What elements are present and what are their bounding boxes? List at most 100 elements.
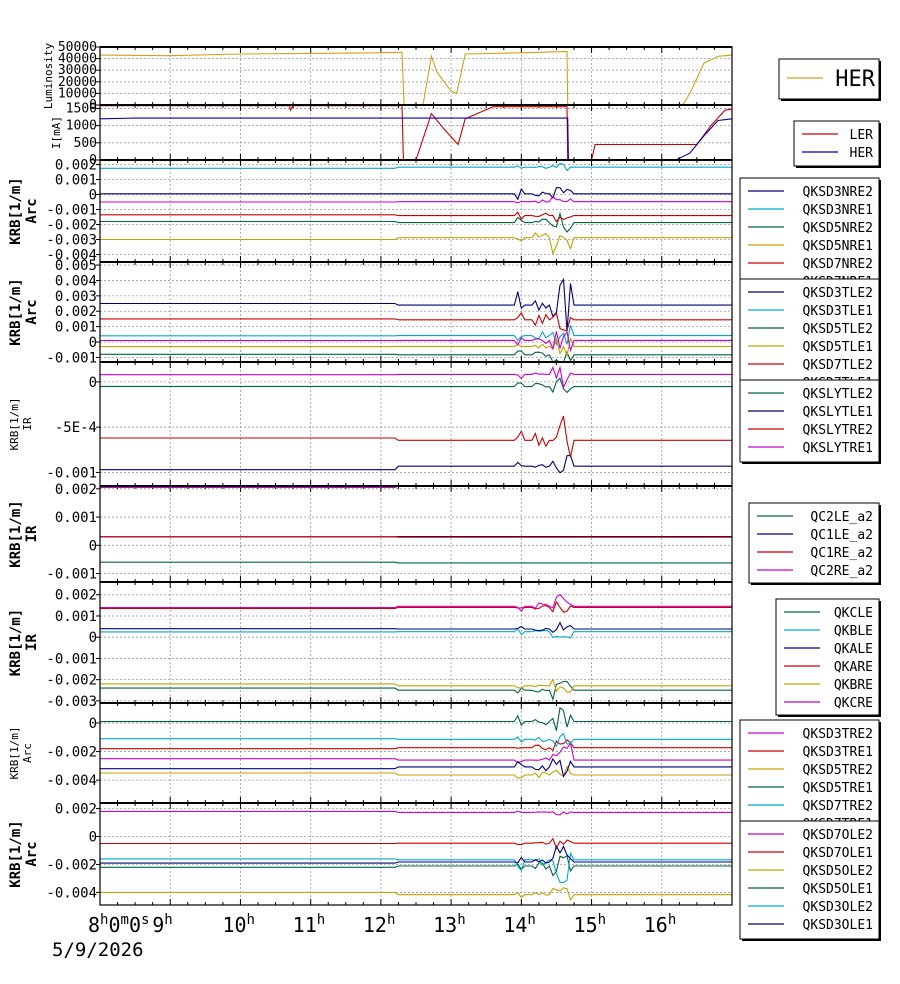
legend-label: QC1RE_a2 [810,546,873,561]
y-tick-label: -0.003 [46,694,97,710]
series-line-QKSD3OLE1 [100,844,732,864]
y-axis-label: KRB[1/m] [8,500,24,567]
legend-label: QKSLYTRE1 [803,441,873,456]
y-tick-label: 0.004 [55,273,97,289]
y-tick-label: -5E-4 [55,420,97,436]
legend-label: QKSD5NRE1 [803,239,873,254]
y-axis-sublabel: Arc [24,299,40,324]
y-axis-label: KRB[1/m] [8,177,24,244]
panel-6: 0.002 0.001 0 -0.001 KRB[1/m] IR [8,482,733,583]
legend-label: QKSD7OLE2 [803,828,873,843]
plot-area [100,160,732,262]
legend-label: QKSD5TLE2 [803,322,873,337]
legend-label: QKSD5OLE2 [803,864,873,879]
legend-label: QKSD3OLE2 [803,900,873,915]
plot-area [100,803,732,905]
y-tick-label: 40000 [58,52,97,67]
y-tick-label: 0.002 [55,482,97,498]
series-line-QKSD5TRE2 [100,765,732,779]
x-tick-label: 15h [574,912,607,937]
legend-1: HER [778,58,881,101]
svg-text:12h: 12h [363,912,396,937]
y-tick-label: -0.003 [46,233,97,249]
y-tick-label: -0.004 [46,885,97,901]
legend-7: QKCLE QKBLE QKALE QKARE QKBRE QKCRE [775,598,881,717]
legend-label: QKSD5TRE2 [803,763,873,778]
x-tick-label: 14h [503,912,536,937]
x-tick-label: 8h0m0s [88,912,149,937]
y-axis-label: KRB[1/m] [8,727,21,780]
legend-box [778,58,880,100]
plot-area [100,582,732,703]
y-tick-label: 50000 [58,40,97,55]
y-tick-label: 0 [89,98,97,113]
svg-text:16h: 16h [644,912,677,937]
series-line-QKSD3TRE1 [100,739,732,752]
legend-label: QKARE [834,660,873,675]
y-tick-label: -0.004 [46,773,97,789]
y-tick-label: 10000 [58,86,97,101]
legend-box [739,177,880,299]
legend-label: LER [850,128,874,143]
series-line-QKSD7OLE1 [100,837,732,850]
y-tick-label: 30000 [58,63,97,78]
legend-label: QKSD3NRE1 [803,203,873,218]
series-line-QKCLE [100,680,732,702]
series-line-QKSLYTLE1 [100,454,732,474]
legend-label: HER [850,146,874,161]
y-tick-label: -0.002 [46,218,97,234]
y-tick-label: 0.002 [55,158,97,174]
y-tick-label: -0.002 [46,673,97,689]
plot-area [100,486,732,582]
legend-label: QKSD7TRE2 [803,799,873,814]
y-tick-label: 0.002 [55,588,97,604]
legend-label: QKSD3TRE2 [803,727,873,742]
series-line-QKARE [100,600,732,613]
series-line-QKSD7TRE1 [100,757,732,778]
series-line-QKSD7TLE1 [100,330,732,353]
svg-text:14h: 14h [503,912,536,937]
series-line-QKSLYTRE2 [100,415,732,458]
series-line-QKBLE [100,628,732,639]
series-line-QKSD3TLE2 [100,277,732,332]
legend-label: QKSD3TLE2 [803,286,873,301]
y-axis-label: I[mA] [50,116,63,149]
plot-area [100,47,732,105]
legend-label: QKALE [834,642,873,657]
series-line-QKSD5TLE1 [100,337,732,358]
legend-label: QKCLE [834,606,873,621]
legend-label: QKSLYTRE2 [803,423,873,438]
y-tick-label: 1000 [66,119,97,134]
plot-area [100,105,732,160]
legend-9: QKSD7OLE2 QKSD7OLE1 QKSD5OLE2 QKSD5OLE1 QKSD… [739,820,881,941]
legend-8: QKSD3TRE2 QKSD3TRE1 QKSD5TRE2 QKSD5TRE1 QKSD… [739,719,881,840]
y-axis-sublabel: Arc [24,841,40,866]
y-tick-label: 0 [89,335,97,351]
svg-text:10h: 10h [222,912,255,937]
y-tick-label: 0 [89,716,97,732]
y-axis-label: KRB[1/m] [8,820,24,887]
y-tick-label: 0 [89,630,97,646]
series-line-QKSD3NRE1 [100,162,732,172]
series-line-QKSD3TLE1 [100,325,732,346]
legend-label: QKSD7OLE1 [803,846,873,861]
series-line-QKSD5TRE1 [100,706,732,731]
y-axis-sublabel: IR [24,525,40,542]
y-tick-label: 0.001 [55,320,97,336]
svg-text:11h: 11h [293,912,326,937]
panel-2: 1500 1000 500 0 I[mA] [50,101,733,168]
legend-label: QKBRE [834,678,873,693]
y-tick-label: 0.003 [55,289,97,305]
y-axis-sublabel: Arc [21,743,34,763]
series-line-QKSD3TRE2 [100,742,732,764]
series-line-HER [99,51,733,106]
legend-label: QKCRE [834,696,873,711]
panel-5: 0 -5E-4 -0.001 KRB[1/m] IR [8,361,733,487]
date-label: 5/9/2026 [52,939,144,961]
y-axis-label: KRB[1/m] [8,398,21,451]
svg-text:8h0m0s: 8h0m0s [88,912,149,937]
series-line-QKSD7TLE2 [100,311,732,332]
y-tick-label: 0 [89,538,97,554]
